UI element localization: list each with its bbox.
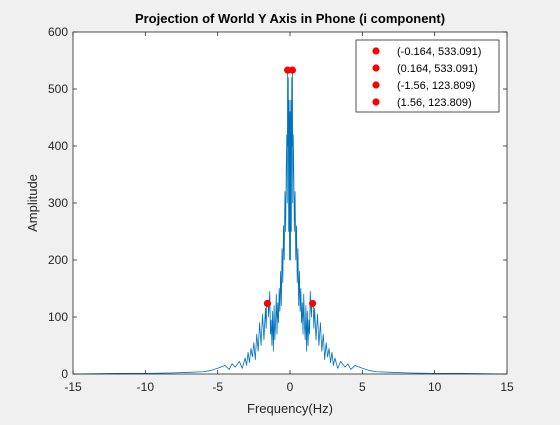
legend-marker bbox=[372, 98, 380, 106]
x-tick-label: 10 bbox=[428, 380, 442, 394]
legend-entry-label: (1.56, 123.809) bbox=[397, 97, 472, 109]
x-tick-label: -5 bbox=[212, 380, 223, 394]
legend-entry-label: (-0.164, 533.091) bbox=[397, 46, 481, 58]
legend-entry-label: (-1.56, 123.809) bbox=[397, 80, 475, 92]
legend-entry-label: (0.164, 533.091) bbox=[397, 63, 478, 75]
x-tick-label: -15 bbox=[64, 380, 82, 394]
y-axis-label: Amplitude bbox=[25, 174, 40, 232]
x-tick-label: 5 bbox=[359, 380, 366, 394]
y-tick-label: 500 bbox=[48, 82, 68, 96]
chart-title: Projection of World Y Axis in Phone (i c… bbox=[135, 11, 445, 26]
y-tick-label: 400 bbox=[48, 139, 68, 153]
y-tick-label: 300 bbox=[48, 196, 68, 210]
y-tick-label: 200 bbox=[48, 253, 68, 267]
x-tick-label: 0 bbox=[287, 380, 294, 394]
x-tick-label: -10 bbox=[137, 380, 155, 394]
data-point-marker bbox=[288, 66, 296, 74]
legend-marker bbox=[372, 47, 380, 55]
legend-marker bbox=[372, 81, 380, 89]
y-tick-label: 0 bbox=[61, 367, 68, 381]
legend-marker bbox=[372, 64, 380, 72]
x-axis-label: Frequency(Hz) bbox=[247, 401, 333, 416]
y-tick-label: 100 bbox=[48, 310, 68, 324]
data-point-marker bbox=[263, 299, 272, 308]
legend: (-0.164, 533.091) (0.164, 533.091) (-1.56,… bbox=[355, 39, 500, 113]
x-tick-label: 15 bbox=[500, 380, 514, 394]
y-tick-label: 600 bbox=[48, 25, 68, 39]
legend-box bbox=[355, 39, 500, 113]
series-line bbox=[72, 69, 508, 375]
data-point-marker bbox=[308, 299, 317, 308]
